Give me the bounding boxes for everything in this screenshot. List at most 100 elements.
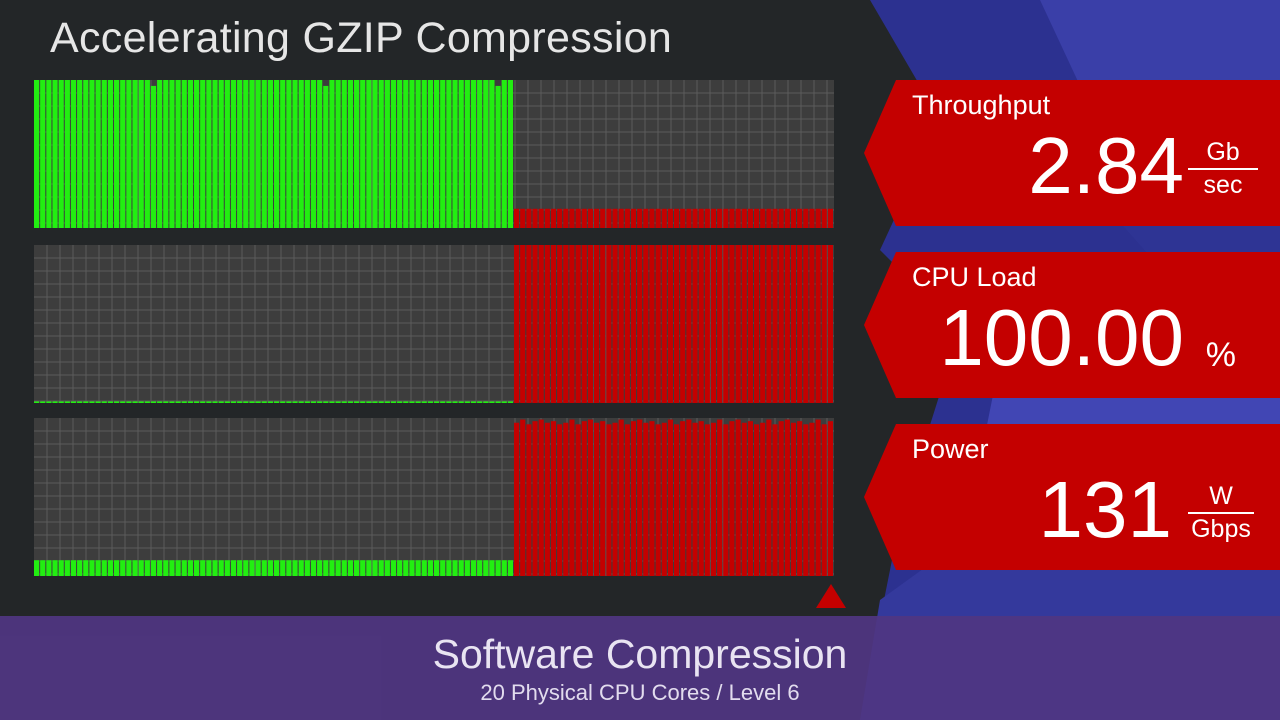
chart-bar [114, 401, 120, 403]
chart-bar [538, 419, 544, 576]
chart-bar [46, 80, 52, 228]
chart-bar [717, 208, 723, 228]
chart-bar [175, 560, 181, 576]
chart-bar [587, 208, 593, 228]
chart-bar [667, 419, 673, 576]
chart-bar [200, 560, 206, 576]
power-unit-denominator: Gbps [1191, 515, 1251, 543]
chart-bar [206, 401, 212, 403]
chart-bar [95, 401, 101, 403]
page-title: Accelerating GZIP Compression [50, 14, 673, 62]
chart-bar [267, 80, 273, 228]
cpu-load-label: CPU Load [912, 262, 1037, 292]
chart-bar [735, 419, 741, 576]
chart-bar [710, 208, 717, 228]
chart-bar [194, 80, 200, 228]
chart-bar [809, 208, 815, 228]
chart-bar [138, 80, 144, 228]
chart-bar [735, 208, 741, 228]
chart-bar [267, 401, 273, 403]
chart-bar [520, 208, 526, 228]
chart-bar [384, 560, 390, 576]
chart-bar [661, 422, 667, 576]
chart-bar [34, 401, 40, 403]
chart-bar [686, 208, 692, 228]
chart-bar [495, 85, 501, 228]
chart-bar [366, 80, 372, 228]
chart-bar [723, 424, 729, 576]
footer-title: Software Compression [432, 631, 848, 677]
chart-bar [52, 80, 58, 228]
chart-bar [157, 401, 163, 403]
chart-bar [194, 401, 200, 403]
chart-bar [526, 424, 532, 576]
chart-bar [390, 560, 397, 576]
chart-bar [187, 80, 193, 228]
chart-bar [397, 560, 403, 576]
chart-bar [120, 401, 126, 403]
chart-bar [403, 401, 409, 403]
chart-bar [717, 419, 723, 576]
chart-bar [274, 80, 280, 228]
chart-bar [427, 560, 433, 576]
chart-bar [150, 560, 157, 576]
chart-bar [175, 80, 181, 228]
chart-bar [778, 245, 784, 403]
chart-bar [464, 560, 470, 576]
chart-bar [470, 401, 477, 403]
chart-bar [212, 560, 218, 576]
chart-bar [360, 80, 366, 228]
chart-bar [150, 85, 157, 228]
chart-bar [372, 560, 378, 576]
chart-bar [581, 245, 587, 403]
chart-bar [581, 421, 587, 576]
chart-bar [594, 208, 600, 228]
footer-subtitle: 20 Physical CPU Cores / Level 6 [480, 680, 800, 705]
chart-bar [107, 80, 113, 228]
chart-bar [612, 245, 618, 403]
chart-bar [150, 401, 157, 403]
chart-bar [550, 208, 557, 228]
throughput-unit-denominator: sec [1203, 171, 1243, 199]
chart-bar [446, 401, 452, 403]
chart-bar [163, 401, 169, 403]
chart-bar [477, 401, 483, 403]
chart-bar [427, 80, 433, 228]
cpu-load-metric: CPU Load 100.00 % [864, 252, 1280, 398]
chart-bar [58, 401, 64, 403]
power-unit: W Gbps [1188, 484, 1254, 542]
chart-bar [434, 80, 440, 228]
chart-bar [809, 245, 815, 403]
chart-bar [274, 401, 280, 403]
chart-bar [292, 560, 298, 576]
chart-bar [89, 401, 95, 403]
chart-bar [692, 208, 698, 228]
chart-bar [310, 560, 317, 576]
chart-bar [790, 245, 797, 403]
chart-bar [89, 560, 95, 576]
chart-bar [803, 208, 809, 228]
chart-bar [163, 80, 169, 228]
chart-bar [286, 401, 292, 403]
chart-bar [107, 401, 113, 403]
chart-bar [132, 80, 138, 228]
chart-bar [261, 80, 267, 228]
chart-bar [64, 401, 70, 403]
chart-bar [120, 560, 126, 576]
chart-bar [747, 421, 753, 576]
chart-bar [384, 401, 390, 403]
chart-bar [354, 560, 360, 576]
cpu-load-value: 100.00 [939, 293, 1184, 382]
chart-bar [310, 80, 317, 228]
chart-bar [612, 208, 618, 228]
chart-bar [384, 80, 390, 228]
chart-bar [723, 245, 729, 403]
power-metric: Power 131 W Gbps [864, 424, 1280, 570]
chart-bar [372, 401, 378, 403]
chart-bar [421, 401, 427, 403]
chart-bar [218, 560, 224, 576]
chart-bar [144, 401, 150, 403]
chart-bar [101, 401, 107, 403]
chart-bar [667, 245, 673, 403]
chart-bar [292, 80, 298, 228]
